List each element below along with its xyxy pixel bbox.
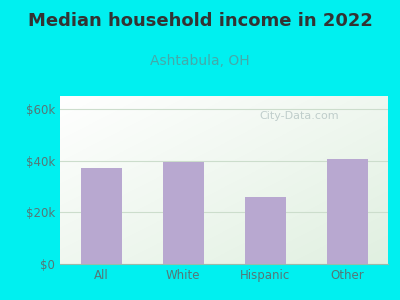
Bar <box>326 159 368 264</box>
Bar <box>162 162 204 264</box>
Text: Ashtabula, OH: Ashtabula, OH <box>150 54 250 68</box>
Text: City-Data.com: City-Data.com <box>260 111 339 121</box>
Bar <box>244 197 286 264</box>
Text: Median household income in 2022: Median household income in 2022 <box>28 12 372 30</box>
Bar <box>80 168 122 264</box>
